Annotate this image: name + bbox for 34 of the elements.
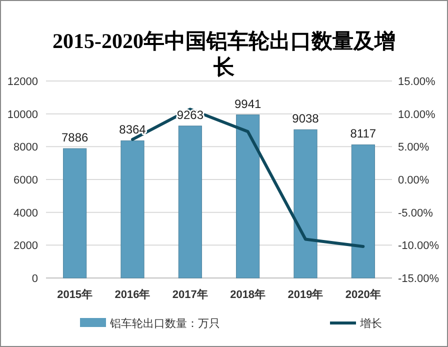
y-tick-label: 6000	[14, 174, 38, 186]
bar	[294, 129, 318, 278]
data-label: 9038	[292, 112, 320, 126]
legend-label: 铝车轮出口数量：万只	[109, 317, 220, 330]
data-label: 8364	[119, 122, 146, 137]
x-tick-label: 2020年	[345, 288, 381, 301]
bar	[63, 148, 87, 278]
y-tick-label: 8000	[14, 142, 38, 154]
legend-label: 增长	[359, 317, 382, 330]
bar	[120, 140, 144, 278]
data-label: 8117	[350, 126, 376, 141]
y2-tick-label: 5.00%	[398, 142, 430, 154]
x-tick-label: 2017年	[172, 288, 208, 301]
x-tick-label: 2015年	[57, 288, 93, 301]
data-label: 9941	[234, 96, 262, 111]
y2-tick-label: -15.00%	[398, 273, 440, 285]
y-tick-label: 10000	[7, 108, 38, 121]
bar	[351, 144, 375, 278]
x-tick-label: 2019年	[288, 288, 324, 301]
chart-title: 2015-2020年中国铝车轮出口数量及增长	[52, 29, 396, 79]
y2-tick-label: 0.00%	[398, 174, 430, 186]
bar	[178, 126, 202, 278]
y-tick-label: 0	[32, 273, 38, 285]
y2-tick-label: 15.00%	[398, 76, 436, 88]
data-label: 7886	[61, 130, 89, 145]
y-tick-label: 12000	[7, 76, 38, 88]
y2-tick-label: 10.00%	[398, 108, 436, 121]
y2-tick-label: -5.00%	[398, 207, 434, 220]
y-tick-label: 2000	[14, 240, 38, 252]
bar	[236, 114, 260, 278]
x-tick-label: 2016年	[114, 288, 150, 301]
x-tick-label: 2018年	[230, 288, 266, 301]
y2-tick-label: -10.00%	[398, 240, 440, 252]
y-tick-label: 4000	[14, 207, 38, 220]
